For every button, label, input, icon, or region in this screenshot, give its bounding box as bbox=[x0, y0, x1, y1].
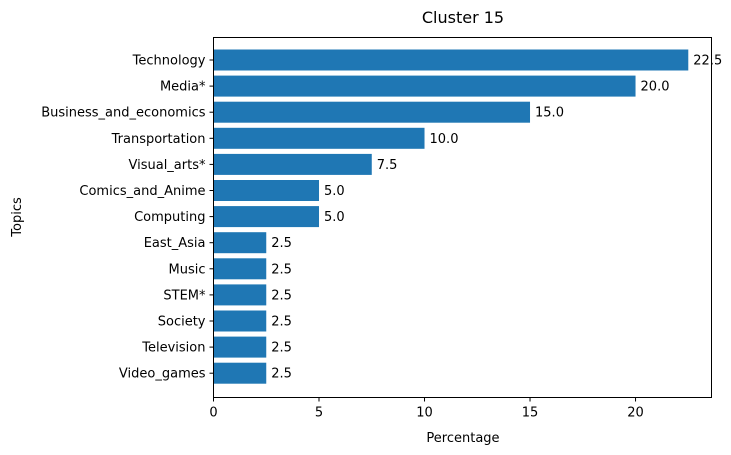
y-tick-label-7: East_Asia bbox=[144, 236, 206, 251]
y-axis-label: Topics bbox=[10, 197, 25, 238]
x-tick-label-2: 10 bbox=[416, 406, 433, 421]
y-tick-label-2: Business_and_economics bbox=[41, 106, 205, 121]
chart-title: Cluster 15 bbox=[422, 8, 504, 27]
x-tick-label-3: 15 bbox=[522, 406, 539, 421]
bar-9 bbox=[213, 284, 267, 306]
data-label-6: 5.0 bbox=[324, 210, 345, 225]
x-tick-label-0: 0 bbox=[209, 406, 217, 421]
y-tick-label-1: Media* bbox=[160, 80, 206, 95]
bar-1 bbox=[213, 75, 636, 97]
data-label-10: 2.5 bbox=[271, 315, 292, 330]
y-tick-label-10: Society bbox=[158, 315, 206, 330]
data-label-4: 7.5 bbox=[377, 158, 398, 173]
y-tick-label-6: Computing bbox=[134, 210, 205, 225]
data-label-8: 2.5 bbox=[271, 262, 292, 277]
x-tick-label-1: 5 bbox=[315, 406, 323, 421]
data-label-12: 2.5 bbox=[271, 367, 292, 382]
bar-10 bbox=[213, 310, 267, 332]
data-label-1: 20.0 bbox=[641, 80, 670, 95]
data-label-3: 10.0 bbox=[430, 132, 459, 147]
data-label-11: 2.5 bbox=[271, 341, 292, 356]
y-tick-label-4: Visual_arts* bbox=[129, 158, 206, 173]
bar-8 bbox=[213, 258, 267, 280]
bar-5 bbox=[213, 180, 320, 201]
bar-12 bbox=[213, 362, 267, 384]
bar-2 bbox=[213, 101, 531, 123]
y-tick-label-3: Transportation bbox=[111, 132, 206, 147]
y-tick-label-8: Music bbox=[169, 262, 206, 277]
bar-6 bbox=[213, 206, 320, 228]
y-tick-label-0: Technology bbox=[132, 54, 206, 69]
x-axis-label: Percentage bbox=[426, 431, 499, 446]
bar-0 bbox=[213, 49, 689, 71]
y-tick-label-9: STEM* bbox=[163, 288, 206, 303]
plot-frame bbox=[213, 37, 712, 398]
y-tick-label-12: Video_games bbox=[119, 367, 206, 382]
bar-3 bbox=[213, 127, 425, 149]
data-labels: 22.5 20.0 15.0 10.0 7.5 5.0 5.0 2.5 2.5 2.5 2.5 2.5… bbox=[271, 54, 722, 382]
data-label-5: 5.0 bbox=[324, 184, 345, 199]
bar-4 bbox=[213, 153, 372, 175]
y-tick-label-5: Comics_and_Anime bbox=[79, 184, 205, 199]
data-label-0: 22.5 bbox=[693, 54, 722, 69]
data-label-9: 2.5 bbox=[271, 288, 292, 303]
bar-7 bbox=[213, 232, 267, 254]
bars-layer bbox=[213, 49, 689, 384]
y-tick-labels: Technology Media* Business_and_economics Tr… bbox=[41, 54, 214, 382]
bar-11 bbox=[213, 336, 267, 358]
y-tick-label-11: Television bbox=[141, 341, 205, 356]
data-label-7: 2.5 bbox=[271, 236, 292, 251]
data-label-2: 15.0 bbox=[535, 106, 564, 121]
x-ticks: 0 5 10 15 20 bbox=[209, 397, 644, 421]
x-tick-label-4: 20 bbox=[627, 406, 644, 421]
